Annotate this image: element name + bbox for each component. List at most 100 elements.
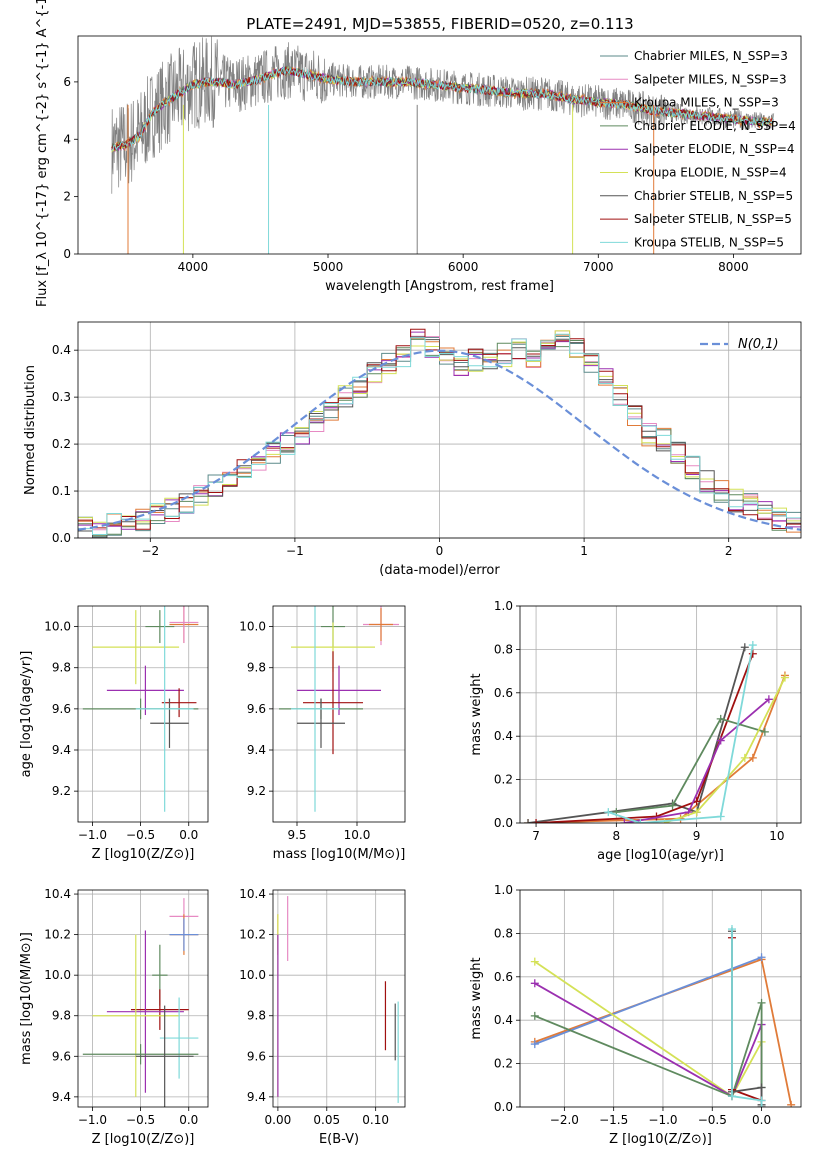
weight-line — [534, 982, 763, 1107]
mass-weight-vs-age-xtick-label: 9 — [693, 829, 701, 843]
mass-vs-ebv-ytick-label: 9.4 — [247, 1090, 266, 1104]
legend-label: Chabrier ELODIE, N_SSP=4 — [634, 119, 796, 133]
legend-label: Salpeter ELODIE, N_SSP=4 — [634, 142, 795, 156]
mass-vs-ebv-xtick-label: 0.10 — [362, 1113, 389, 1127]
mass-vs-ebv-xlabel: E(B-V) — [319, 1132, 359, 1147]
mass-weight-vs-Z-xtick-label: −0.5 — [698, 1113, 727, 1127]
weight-line — [608, 644, 754, 823]
weight-marker — [692, 808, 701, 817]
mass-weight-vs-Z-ytick-label: 0.2 — [494, 1057, 513, 1071]
weight-marker — [740, 643, 749, 652]
age-vs-mass-xlabel: mass [log10(M/M⊙)] — [273, 847, 406, 862]
age-vs-mass-ytick-label: 10.0 — [239, 620, 266, 634]
mass-vs-ebv-ytick-label: 10.0 — [239, 968, 266, 982]
mass-weight-vs-Z-ytick-label: 0.0 — [494, 1100, 513, 1114]
weight-marker — [620, 819, 629, 823]
weight-line — [536, 653, 754, 823]
mass-weight-vs-age-ytick-label: 0.2 — [494, 773, 513, 787]
figure-title: PLATE=2491, MJD=53855, FIBERID=0520, z=0… — [246, 15, 633, 33]
legend-label: Chabrier MILES, N_SSP=3 — [634, 49, 788, 63]
mass-vs-Z-panel: −1.0 −0.5 0.0 9.4 9.6 9.8 10.0 10.2 10.4 Z [log10… — [19, 887, 209, 1147]
mass-vs-Z-ytick-label: 10.2 — [44, 928, 71, 942]
age-vs-Z-xtick-label: −0.5 — [126, 828, 155, 842]
residuals-ylabel: Normed distribution — [23, 365, 38, 495]
spectrum-xlabel: wavelength [Angstrom, rest frame] — [325, 279, 554, 294]
weight-marker — [716, 714, 725, 723]
spectrum-lines — [111, 36, 775, 254]
mass-vs-Z-ytick-label: 10.0 — [44, 968, 71, 982]
mass-vs-ebv-ytick-label: 9.6 — [247, 1049, 266, 1063]
mass-weight-vs-age-ytick-label: 0.6 — [494, 686, 513, 700]
mass-weight-vs-age-ytick-label: 0.8 — [494, 642, 513, 656]
mass-vs-Z-xtick-label: 0.0 — [179, 1113, 198, 1127]
weight-marker — [757, 998, 766, 1007]
age-vs-mass-xtick-label: 10.0 — [344, 828, 371, 842]
mass-weight-vs-Z-xtick-label: −2.0 — [550, 1113, 579, 1127]
residual-hists — [78, 328, 801, 538]
mass-weight-vs-age-panel: 7 8 9 10 0.0 0.2 0.4 0.6 0.8 1.0 age [log10(age/yr… — [469, 599, 802, 863]
mass-weight-vs-Z-ylabel: mass weight — [469, 957, 484, 1039]
weight-marker — [530, 957, 539, 966]
weight-marker — [727, 925, 736, 934]
weight-marker — [668, 801, 677, 810]
mass-vs-ebv-points — [277, 896, 399, 1103]
residuals-xtick-label: 0 — [436, 544, 444, 558]
mass-vs-ebv-panel: 0.00 0.05 0.10 9.4 9.6 9.8 10.0 10.2 10.4 E(B-V) — [239, 887, 406, 1147]
weight-marker — [764, 695, 773, 704]
mass-weight-vs-age-xlabel: age [log10(age/yr)] — [597, 848, 724, 863]
spectrum-frame — [77, 35, 802, 255]
mass-vs-ebv-ytick-label: 9.8 — [247, 1009, 266, 1023]
mass-vs-Z-xtick-label: −1.0 — [78, 1113, 107, 1127]
mass-weight-vs-Z-ytick-label: 1.0 — [494, 883, 513, 897]
weight-marker — [787, 1100, 796, 1107]
age-vs-mass-ytick-label: 9.8 — [247, 661, 266, 675]
spectrum-ytick-label: 4 — [63, 132, 71, 146]
weight-marker — [716, 812, 725, 821]
age-vs-Z-ytick-label: 9.8 — [52, 661, 71, 675]
gaussian-curve — [78, 349, 801, 531]
age-vs-Z-panel: −1.0 −0.5 0.0 9.2 9.4 9.6 9.8 10.0 Z [log10(Z/Z⊙… — [19, 605, 209, 862]
mass-weight-vs-Z-xlabel: Z [log10(Z/Z⊙)] — [609, 1132, 712, 1147]
weight-line — [624, 698, 770, 823]
spectrum-panel: 4000 5000 6000 7000 8000 0 2 4 6 Chabrier MILES, … — [35, 0, 802, 307]
age-vs-Z-ytick-label: 10.0 — [44, 620, 71, 634]
mass-weight-vs-age-ytick-label: 0.4 — [494, 729, 513, 743]
residuals-xtick-label: 2 — [725, 544, 733, 558]
weight-marker — [748, 641, 757, 650]
legend-label: Kroupa STELIB, N_SSP=5 — [634, 235, 784, 249]
mass-weight-vs-Z-xtick-label: −1.0 — [648, 1113, 677, 1127]
weight-marker — [532, 819, 541, 823]
age-vs-Z-xtick-label: −1.0 — [78, 828, 107, 842]
mass-weight-vs-Z-panel: −2.0 −1.5 −1.0 −0.5 0.0 0.0 0.2 0.4 0.6 0.8 1.0 Z [… — [469, 883, 802, 1147]
residuals-frame — [77, 321, 802, 539]
weight-marker — [748, 753, 757, 762]
age-vs-Z-ytick-label: 9.4 — [52, 743, 71, 757]
mass-weight-vs-age-ytick-label: 1.0 — [494, 599, 513, 613]
weight-line — [534, 956, 762, 1045]
weight-line — [664, 677, 786, 823]
spectrum-ylabel: Flux [f_λ 10^{-17} erg cm^{-2} s^{-1} A^… — [35, 0, 50, 307]
residuals-ytick-label: 0.0 — [52, 531, 71, 545]
spectrum-ytick-label: 0 — [63, 247, 71, 261]
legend-label: Salpeter MILES, N_SSP=3 — [634, 72, 787, 86]
mass-weight-vs-Z-xtick-label: −1.5 — [599, 1113, 628, 1127]
age-vs-Z-ytick-label: 9.6 — [52, 702, 71, 716]
residuals-ytick-label: 0.4 — [52, 343, 71, 357]
spectrum-xtick-label: 8000 — [718, 260, 749, 274]
spectrum-ytick-label: 2 — [63, 190, 71, 204]
legend-label: Kroupa MILES, N_SSP=3 — [634, 96, 779, 110]
age-vs-mass-ytick-label: 9.2 — [247, 784, 266, 798]
age-vs-Z-points — [82, 606, 199, 812]
mass-weight-vs-Z-lines — [530, 925, 796, 1107]
weight-marker — [530, 1040, 539, 1049]
residuals-xtick-label: −1 — [286, 544, 304, 558]
mass-weight-vs-age-ylabel: mass weight — [469, 673, 484, 755]
mass-weight-vs-age-lines — [524, 641, 789, 823]
mass-weight-vs-Z-xtick-label: 0.0 — [752, 1113, 771, 1127]
weight-marker — [757, 1083, 766, 1092]
weight-marker — [727, 1092, 736, 1101]
residuals-xtick-label: −2 — [141, 544, 159, 558]
weight-line — [527, 675, 786, 823]
mass-vs-Z-ytick-label: 10.4 — [44, 887, 71, 901]
weight-marker — [780, 673, 789, 682]
